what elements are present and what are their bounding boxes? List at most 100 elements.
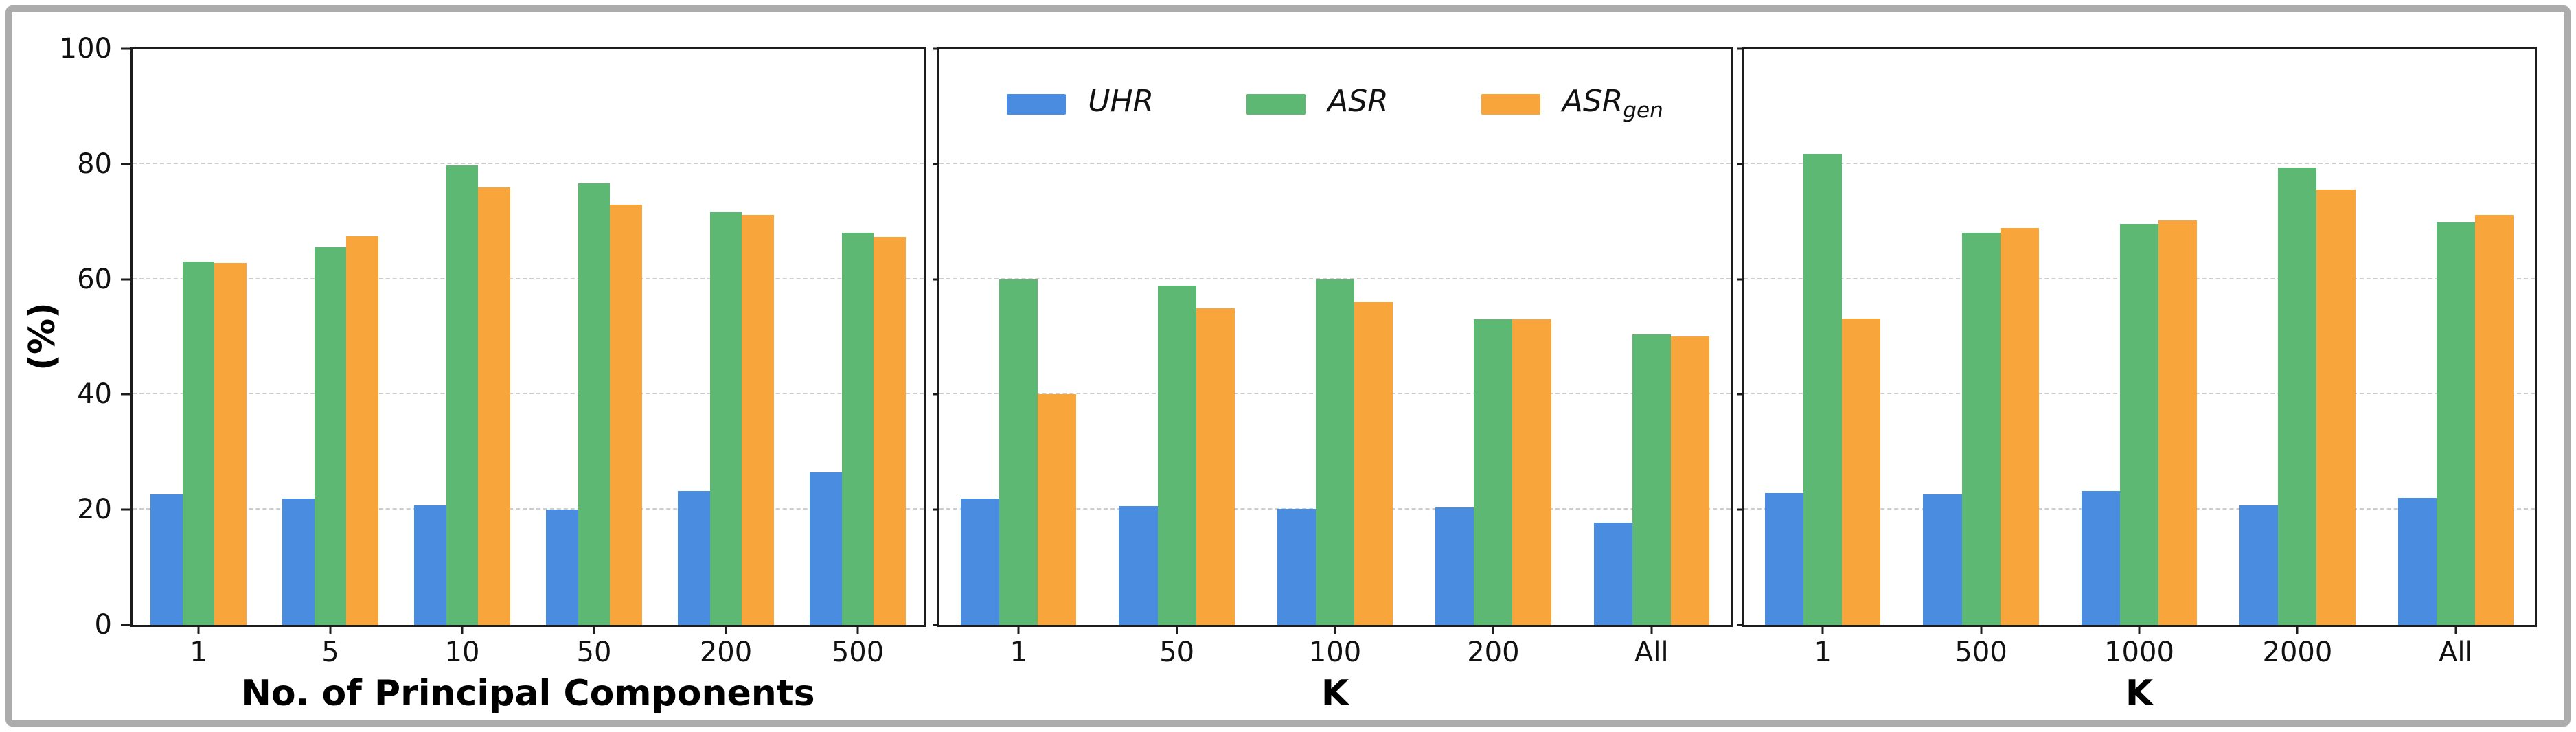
x-tick-label: 2000 bbox=[2262, 637, 2333, 668]
bar-asr bbox=[1157, 285, 1196, 625]
bar-asr bbox=[999, 279, 1038, 625]
bar-group bbox=[2377, 49, 2535, 625]
plot-area: 1 50 100 200 All bbox=[933, 47, 1733, 667]
gridline bbox=[133, 162, 924, 164]
gridline bbox=[133, 508, 924, 510]
x-tick-mark bbox=[2138, 625, 2141, 634]
bar-asrgen bbox=[2000, 227, 2039, 625]
bar-asrgen bbox=[346, 236, 379, 625]
bar-asrgen bbox=[2158, 220, 2198, 625]
legend-label-asrgen: ASRgen bbox=[1562, 84, 1663, 123]
gridline bbox=[939, 162, 1731, 164]
bar-asrgen bbox=[478, 187, 511, 625]
bar-group bbox=[1744, 49, 1902, 625]
x-tick-mark bbox=[1492, 625, 1494, 634]
x-tick-label: 500 bbox=[831, 637, 885, 668]
y-tick-mark bbox=[933, 47, 939, 50]
x-tick-mark bbox=[1980, 625, 1983, 634]
plot-area: 0 20 40 60 80 100 1 5 10 50 200 500 bbox=[60, 35, 926, 667]
bar-group bbox=[2060, 49, 2218, 625]
bar-asrgen bbox=[1038, 394, 1077, 625]
bar-asr bbox=[314, 247, 347, 625]
asr-color-swatch bbox=[1246, 93, 1306, 115]
bar-uhr bbox=[1435, 507, 1474, 625]
x-tick-label: 200 bbox=[1467, 637, 1520, 668]
bar-group bbox=[1902, 49, 2060, 625]
y-tick-label: 0 bbox=[94, 609, 112, 641]
bar-uhr bbox=[1593, 522, 1632, 625]
y-tick-label: 80 bbox=[77, 148, 112, 180]
bar-asrgen bbox=[742, 214, 775, 625]
bar-uhr bbox=[413, 505, 446, 625]
y-tick-mark bbox=[121, 47, 133, 50]
x-tick-label: All bbox=[2439, 637, 2473, 668]
y-tick-label: 40 bbox=[77, 378, 112, 411]
bar-asrgen bbox=[1354, 302, 1393, 625]
bar-uhr bbox=[282, 499, 315, 625]
y-tick-mark bbox=[1737, 278, 1744, 281]
bar-group bbox=[1097, 49, 1255, 625]
bar-uhr bbox=[150, 494, 183, 625]
bar-uhr bbox=[2397, 497, 2437, 625]
bar-group bbox=[792, 49, 924, 625]
bar-group bbox=[1573, 49, 1731, 625]
x-tick-label: 50 bbox=[1159, 637, 1195, 668]
x-tick-mark bbox=[1650, 625, 1653, 634]
x-tick-label: All bbox=[1634, 637, 1669, 668]
bar-group bbox=[2218, 49, 2376, 625]
y-tick-mark bbox=[1737, 47, 1744, 50]
bar-uhr bbox=[545, 510, 578, 625]
bar-asr bbox=[2119, 224, 2159, 625]
bar-asr bbox=[578, 183, 611, 625]
bar-uhr bbox=[1119, 506, 1158, 625]
bar-group bbox=[1414, 49, 1572, 625]
bar-asr bbox=[446, 165, 479, 625]
bar-asrgen bbox=[1670, 336, 1709, 625]
bar-asrgen bbox=[1196, 308, 1235, 625]
x-tick-label: 100 bbox=[1308, 637, 1362, 668]
bar-asr bbox=[2436, 222, 2475, 625]
x-tick-label: 50 bbox=[576, 637, 612, 668]
y-tick-mark bbox=[121, 508, 133, 511]
bar-asrgen bbox=[874, 237, 907, 625]
x-tick-mark bbox=[856, 625, 859, 634]
bar-asr bbox=[182, 262, 215, 625]
legend-item-uhr: UHR bbox=[1007, 87, 1154, 122]
bar-uhr bbox=[1923, 494, 1962, 625]
bar-asr bbox=[841, 233, 874, 625]
uhr-color-swatch bbox=[1007, 93, 1067, 115]
y-tick-mark bbox=[933, 163, 939, 165]
x-tick-mark bbox=[725, 625, 727, 634]
bar-asr bbox=[709, 212, 742, 625]
bar-uhr bbox=[1277, 508, 1316, 625]
x-tick-mark bbox=[197, 625, 200, 634]
x-tick-mark bbox=[593, 625, 595, 634]
bar-group bbox=[133, 49, 264, 625]
x-tick-mark bbox=[1334, 625, 1336, 634]
bar-asr bbox=[1632, 334, 1671, 625]
y-tick-mark bbox=[121, 278, 133, 281]
gridline bbox=[133, 277, 924, 279]
bar-group bbox=[396, 49, 528, 625]
y-tick-mark bbox=[933, 393, 939, 396]
bar-uhr bbox=[677, 490, 710, 625]
y-tick-mark bbox=[1737, 393, 1744, 396]
legend-item-asr: ASR bbox=[1246, 87, 1389, 122]
bar-uhr bbox=[809, 472, 842, 625]
x-tick-mark bbox=[2296, 625, 2299, 634]
x-tick-mark bbox=[1017, 625, 1020, 634]
x-tick-mark bbox=[461, 625, 464, 634]
y-tick-mark bbox=[933, 508, 939, 511]
x-tick-label: 200 bbox=[699, 637, 753, 668]
x-tick-mark bbox=[1821, 625, 1824, 634]
x-tick-mark bbox=[1176, 625, 1178, 634]
legend: UHR ASR ASRgen bbox=[937, 87, 1733, 122]
bar-asr bbox=[1474, 319, 1513, 625]
bar-uhr bbox=[961, 499, 1000, 625]
bar-asr bbox=[1961, 232, 2001, 625]
gridline bbox=[1744, 162, 2535, 164]
bar-asr bbox=[2278, 167, 2317, 625]
y-tick-mark bbox=[1737, 624, 1744, 626]
x-tick-label: 1 bbox=[1010, 637, 1027, 668]
